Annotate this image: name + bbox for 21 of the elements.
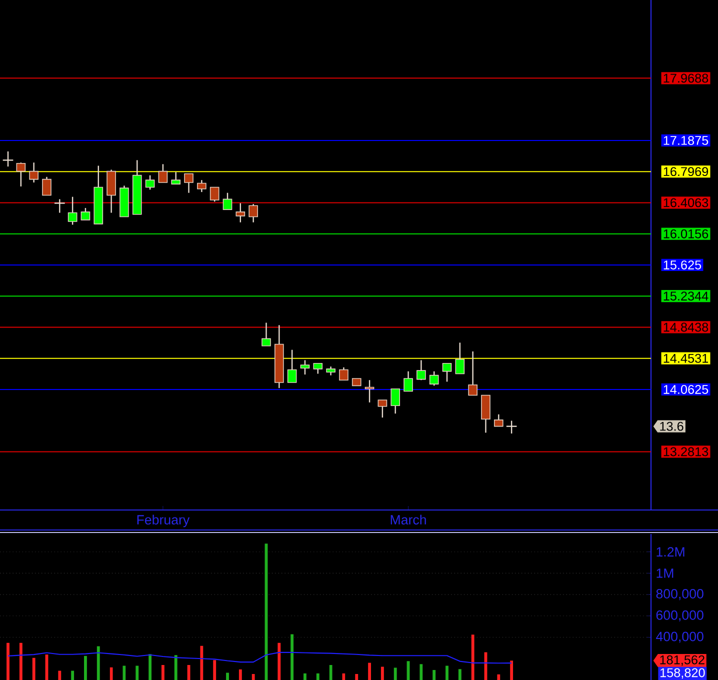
ref-line-label: 17.1875 <box>664 136 708 145</box>
ref-line-label: 14.4531 <box>664 354 708 363</box>
text: 158,820 <box>660 668 705 679</box>
ref-line-label: 17.9688 <box>664 74 708 83</box>
ref-line-label: 16.4063 <box>664 198 708 208</box>
ref-line-label: 15.2344 <box>664 292 708 301</box>
x-tick-label: March <box>390 514 426 524</box>
text: 181,562 <box>660 655 704 666</box>
y-tick-label: 800,000 <box>656 589 704 600</box>
ref-line-label: 13.2813 <box>664 447 708 456</box>
ref-line-label: 16.0156 <box>664 229 708 238</box>
y-tick-label: 1M <box>656 568 674 578</box>
y-tick-label: 400,000 <box>656 632 704 643</box>
ref-line-label: 14.8438 <box>664 322 708 332</box>
y-tick-label: 600,000 <box>656 610 704 622</box>
ref-line-label: 15.625 <box>664 260 702 270</box>
text: 13.6 <box>660 422 684 431</box>
y-tick-label: 1.2M <box>656 547 684 556</box>
ref-line-label: 16.7969 <box>664 167 708 176</box>
x-tick-label: February <box>137 514 190 528</box>
ref-line-label: 14.0625 <box>664 384 708 394</box>
